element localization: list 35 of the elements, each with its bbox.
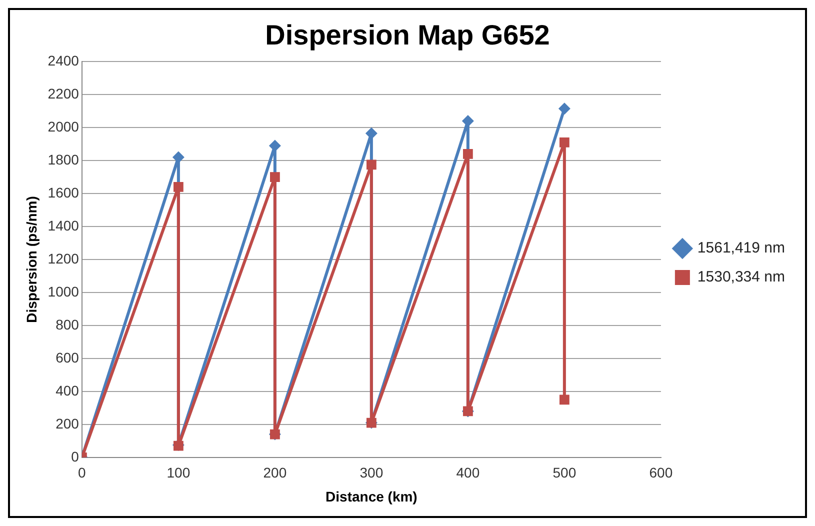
y-tick-label: 200 (56, 415, 80, 432)
y-tick-label: 1800 (48, 151, 80, 168)
point (173, 182, 184, 192)
point (366, 160, 376, 170)
y-tick-label: 2000 (48, 118, 80, 134)
x-axis-title: Distance (km) (326, 488, 418, 504)
x-tick-label: 200 (263, 464, 287, 481)
x-tick-label: 500 (552, 464, 576, 481)
point (462, 149, 473, 159)
x-tick-label: 600 (649, 464, 673, 481)
y-tick-label: 1600 (48, 184, 80, 200)
chart-title: Dispersion Map G652 (265, 20, 550, 51)
y-tick-label: 800 (56, 316, 80, 332)
y-tick-label: 1200 (48, 250, 80, 266)
x-tick-label: 300 (360, 464, 384, 481)
point (559, 394, 570, 405)
y-tick-label: 400 (56, 382, 80, 398)
point (559, 137, 570, 148)
y-tick-label: 2400 (48, 52, 80, 68)
legend-label: 1530,334 nm (697, 268, 786, 286)
y-tick-label: 0 (71, 448, 80, 464)
point (172, 151, 184, 164)
point (558, 102, 570, 115)
point (270, 172, 280, 182)
y-tick-label: 2200 (48, 85, 80, 102)
y-tick-label: 1400 (48, 217, 80, 234)
x-tick-label: 100 (166, 464, 190, 481)
y-axis-title: Dispersion (ps/nm) (23, 196, 40, 323)
point (365, 127, 378, 140)
x-tick-label: 400 (456, 464, 480, 481)
y-tick-label: 600 (56, 349, 80, 366)
point (268, 140, 281, 152)
y-tick-label: 1000 (48, 283, 80, 300)
legend-label: 1561,419 nm (697, 240, 786, 257)
point (462, 114, 474, 127)
